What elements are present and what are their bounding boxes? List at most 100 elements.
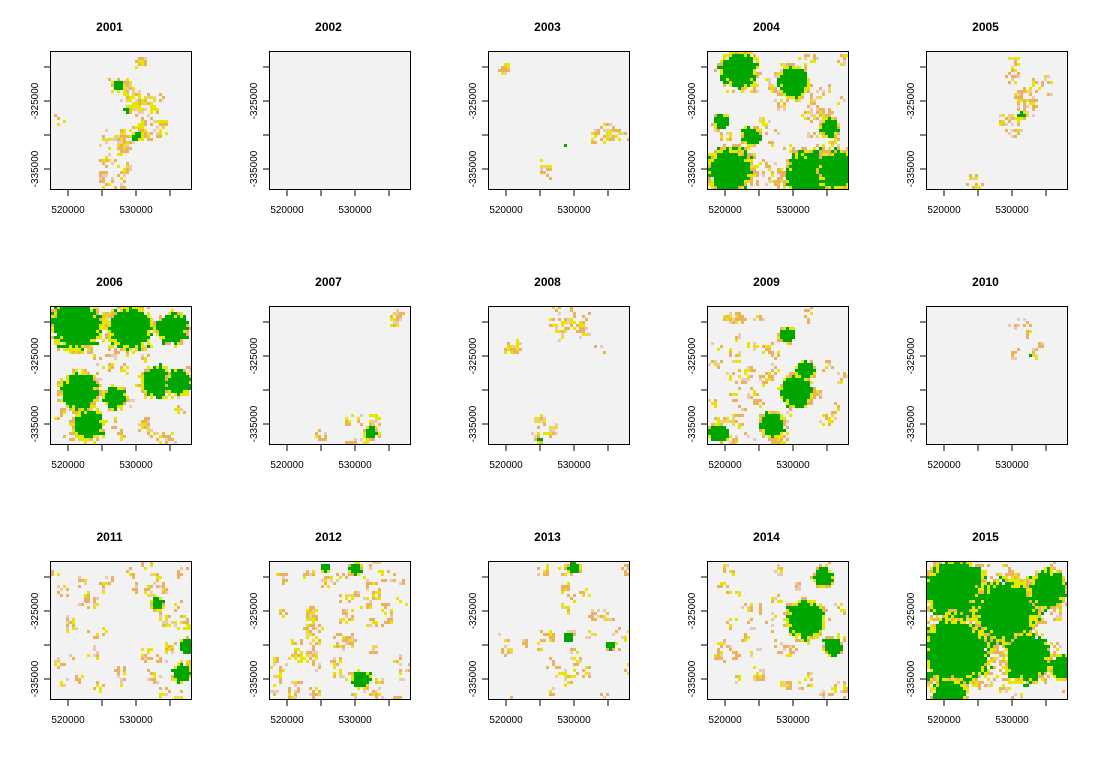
raster-cell [138,111,141,114]
raster-cell [735,159,738,162]
raster-cell [759,375,762,378]
raster-cell [834,150,837,153]
raster-cell [96,603,99,606]
raster-cell [717,150,720,153]
raster-cell [756,399,759,402]
raster-cell [816,390,819,393]
raster-cell [717,153,720,156]
raster-cell [114,339,117,342]
raster-cell [102,366,105,369]
raster-cell [120,336,123,339]
raster-cell [90,420,93,423]
raster-cell [753,174,756,177]
raster-cell [123,393,126,396]
raster-cell [759,417,762,420]
raster-cell [153,99,156,102]
raster-cell [372,423,375,426]
x-tick-label: 520000 [270,205,304,216]
raster-cell [93,327,96,330]
raster-cell [747,144,750,147]
raster-cell [813,375,816,378]
raster-cell [828,108,831,111]
raster-cell [72,333,75,336]
raster-cell [819,111,822,114]
raster-cell [168,438,171,441]
raster-cell [834,123,837,126]
raster-cell [375,591,378,594]
raster-cell [783,90,786,93]
raster-cell [135,324,138,327]
raster-cell [789,186,792,189]
raster-cell [717,162,720,165]
raster-cell [171,387,174,390]
raster-cell [720,435,723,438]
raster-cell [792,150,795,153]
raster-cell [360,423,363,426]
raster-cell [789,69,792,72]
raster-cell [111,321,114,324]
raster-cell [786,78,789,81]
raster-cell [1020,90,1023,93]
raster-cell [726,432,729,435]
raster-cell [99,390,102,393]
raster-cell [105,327,108,330]
raster-cell [777,168,780,171]
raster-cell [117,318,120,321]
raster-cell [780,87,783,90]
raster-cell [807,318,810,321]
y-tick-label: -325000 [30,82,41,119]
raster-cell [93,426,96,429]
raster-cell [762,117,765,120]
raster-cell [177,411,180,414]
raster-cell [93,600,96,603]
raster-cell [771,420,774,423]
raster-cell [78,408,81,411]
raster-cell [828,159,831,162]
raster-cell [144,384,147,387]
raster-cell [84,399,87,402]
raster-cell [165,327,168,330]
raster-cell [843,162,846,165]
raster-cell [765,126,768,129]
raster-cell [825,117,828,120]
raster-cell [585,333,588,336]
raster-cell [573,321,576,324]
raster-cell [783,423,786,426]
raster-cell [183,390,186,393]
raster-cell [537,432,540,435]
raster-cell [1017,102,1020,105]
raster-cell [177,390,180,393]
raster-cell [87,375,90,378]
raster-cell [735,150,738,153]
raster-cell [504,66,507,69]
raster-cell [66,300,69,303]
raster-cell [54,315,57,318]
raster-cell [804,162,807,165]
raster-cell [831,159,834,162]
raster-cell [801,147,804,150]
raster-cell [825,186,828,189]
raster-cell [72,429,75,432]
raster-cell [69,420,72,423]
raster-cell [84,321,87,324]
raster-cell [69,312,72,315]
raster-cell [786,411,789,414]
raster-cell [93,309,96,312]
raster-cell [807,369,810,372]
raster-cell [147,93,150,96]
raster-cell [720,180,723,183]
raster-cell [183,330,186,333]
raster-cell [789,399,792,402]
raster-cell [813,171,816,174]
raster-cell [561,330,564,333]
raster-cell [1020,111,1023,114]
raster-cell [84,297,87,300]
raster-cell [147,306,150,309]
raster-cell [729,72,732,75]
raster-cell [120,141,123,144]
raster-cell [57,573,60,576]
raster-cell [720,147,723,150]
raster-cell [813,99,816,102]
raster-cell [822,192,825,195]
raster-cell [813,117,816,120]
